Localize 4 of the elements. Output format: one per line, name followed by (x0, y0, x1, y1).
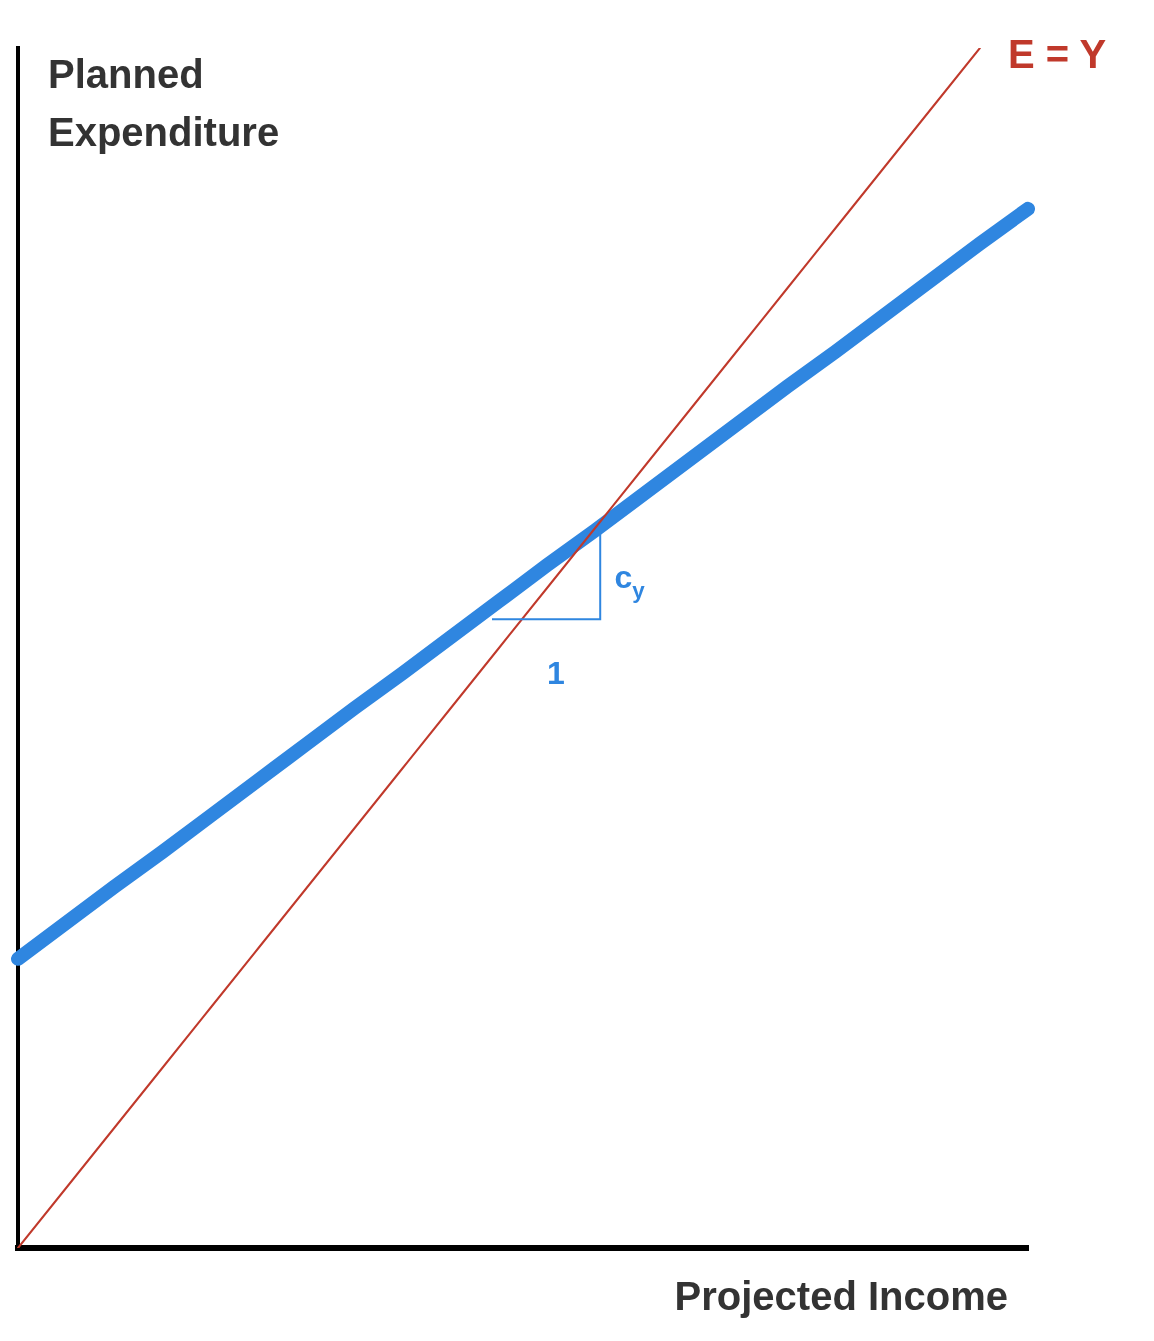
annotation: 1 (547, 655, 565, 691)
series-label: E = Y (1007, 32, 1107, 76)
y-axis-title: Planned Expenditure (48, 52, 280, 154)
x-axis-title: Projected Income (674, 1274, 1008, 1318)
